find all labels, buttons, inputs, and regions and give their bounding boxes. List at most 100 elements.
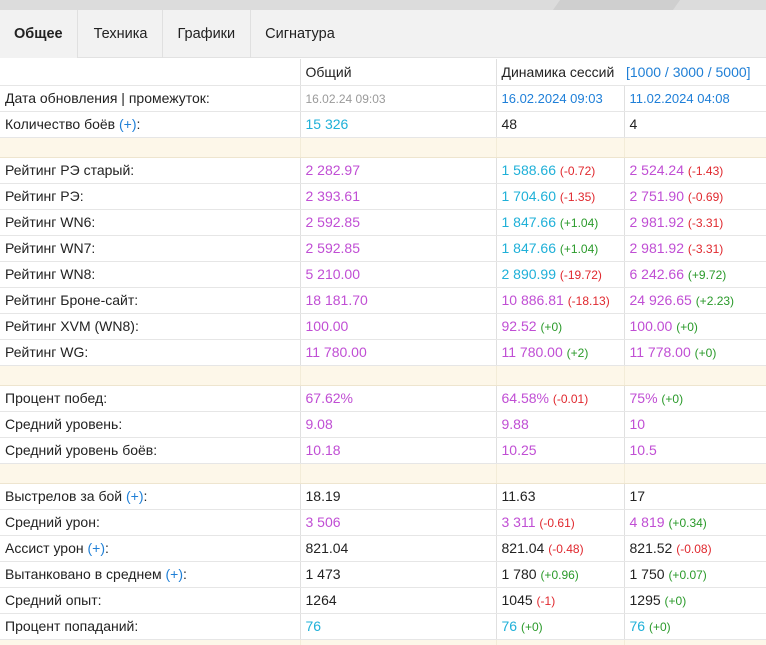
value-session: 16.02.2024 09:03 [495, 85, 624, 112]
row-label: Процент побед: [0, 385, 300, 412]
value-text: 4 819 [629, 514, 665, 530]
value-text: 10 [629, 416, 646, 432]
expand-button[interactable]: (+) [165, 566, 184, 582]
value-text: 3 506 [305, 514, 341, 530]
header-period-switch[interactable]: [1000 / 3000 / 5000] [625, 63, 751, 80]
delta-text: (-0.48) [548, 542, 584, 556]
value-period: 2 981.92 (-3.31) [623, 235, 766, 262]
value-text: 11 778.00 [629, 344, 691, 360]
value-period: 2 524.24 (-1.43) [623, 157, 766, 184]
value-session: 1 847.66 (+1.04) [495, 209, 624, 236]
expand-button[interactable]: (+) [87, 540, 106, 556]
value-text: 64.58% [501, 390, 549, 406]
row-label: Средний уровень: [0, 411, 300, 438]
value-text: 2 890.99 [501, 266, 557, 282]
value-text: 15 326 [305, 116, 349, 132]
value-text: 24 926.65 [629, 292, 692, 308]
separator-row [0, 639, 766, 645]
row-label: Рейтинг Броне-сайт: [0, 287, 300, 314]
value-text: 1 847.66 [501, 240, 557, 256]
tab-general[interactable]: Общее [0, 10, 78, 58]
label-text: Ассист урон [5, 540, 84, 556]
label-text: Количество боёв [5, 116, 116, 132]
value-text: 1295 [629, 592, 661, 608]
value-overall: 15 326 [299, 111, 496, 138]
delta-text: (-3.31) [687, 216, 724, 230]
value-period: 76 (+0) [623, 613, 766, 640]
value-overall: 16.02.24 09:03 [299, 85, 496, 112]
value-period: 10.5 [623, 437, 766, 464]
value-session: 11 780.00 (+2) [495, 339, 624, 366]
value-overall: 100.00 [299, 313, 496, 340]
value-session: 1 780 (+0.96) [495, 561, 624, 588]
value-session: 9.88 [495, 411, 624, 438]
expand-button[interactable]: (+) [125, 488, 144, 504]
tab-vehicles[interactable]: Техника [78, 10, 164, 58]
value-text: 10.25 [501, 442, 537, 458]
value-text: 2 981.92 [629, 240, 685, 256]
value-overall: 2 592.85 [299, 235, 496, 262]
value-text: 11 780.00 [501, 344, 563, 360]
delta-text: (+0.07) [668, 568, 707, 582]
row-label: Средний уровень боёв: [0, 437, 300, 464]
tab-bar: Общее Техника Графики Сигнатура [0, 10, 766, 58]
separator-row [0, 137, 766, 158]
label-text: Выстрелов за бой [5, 488, 123, 504]
value-text: 9.88 [501, 416, 529, 432]
value-text: 92.52 [501, 318, 537, 334]
value-text: 16.02.24 09:03 [305, 92, 386, 106]
delta-text: (-1) [536, 594, 556, 608]
delta-text: (+2) [566, 346, 589, 360]
delta-text: (-1.43) [687, 164, 724, 178]
table-row: Дата обновления | промежуток: 16.02.24 0… [0, 85, 766, 112]
expand-button[interactable]: (+) [119, 116, 137, 132]
value-period: 24 926.65 (+2.23) [623, 287, 766, 314]
separator-row [0, 463, 766, 484]
delta-text: (-0.72) [559, 164, 596, 178]
value-session: 10.25 [495, 437, 624, 464]
header-empty [0, 59, 300, 86]
delta-text: (+0.34) [668, 516, 707, 530]
value-text: 18 181.70 [305, 292, 368, 308]
table-header-row: Общий Динамика сессий [1000 / 3000 / 500… [0, 59, 766, 86]
value-overall: 18 181.70 [299, 287, 496, 314]
value-text: 2 981.92 [629, 214, 685, 230]
row-label: Рейтинг WN8: [0, 261, 300, 288]
row-label: Средний опыт: [0, 587, 300, 614]
value-text: 100.00 [305, 318, 349, 334]
table-row: Рейтинг WG: 11 780.00 11 780.00 (+2) 11 … [0, 339, 766, 366]
row-label: Вытанковано в среднем (+): [0, 561, 300, 588]
tab-signature[interactable]: Сигнатура [265, 26, 335, 42]
header-overall: Общий [299, 59, 496, 86]
value-text: 2 524.24 [629, 162, 685, 178]
row-label: Рейтинг РЭ: [0, 183, 300, 210]
value-text: 1 847.66 [501, 214, 557, 230]
value-text: 76 [305, 618, 322, 634]
delta-text: (+0) [520, 620, 543, 634]
value-overall: 11 780.00 [299, 339, 496, 366]
row-label: Рейтинг РЭ старый: [0, 157, 300, 184]
value-text: 9.08 [305, 416, 333, 432]
value-text: 10 886.81 [501, 292, 564, 308]
tab-charts[interactable]: Графики [163, 10, 252, 58]
value-text: 2 393.61 [305, 188, 361, 204]
value-period: 100.00 (+0) [623, 313, 766, 340]
value-overall: 18.19 [299, 483, 496, 510]
value-text: 2 282.97 [305, 162, 361, 178]
value-text: 6 242.66 [629, 266, 685, 282]
value-overall: 9.08 [299, 411, 496, 438]
table-row: Рейтинг РЭ старый: 2 282.97 1 588.66 (-0… [0, 157, 766, 184]
row-label: Процент попаданий: [0, 613, 300, 640]
value-overall: 2 282.97 [299, 157, 496, 184]
value-text: 1 588.66 [501, 162, 557, 178]
header-session-dynamics: Динамика сессий [1000 / 3000 / 5000] [495, 59, 766, 86]
value-text: 2 592.85 [305, 214, 361, 230]
value-text: 821.04 [501, 540, 545, 556]
table-row: Количество боёв (+): 15 326 48 4 [0, 111, 766, 138]
top-decoration [0, 0, 766, 10]
value-overall: 10.18 [299, 437, 496, 464]
value-text: 11.02.2024 04:08 [629, 91, 730, 106]
value-overall: 67.62% [299, 385, 496, 412]
delta-text: (-0.01) [552, 392, 589, 406]
table-row: Средний уровень боёв: 10.18 10.25 10.5 [0, 437, 766, 464]
